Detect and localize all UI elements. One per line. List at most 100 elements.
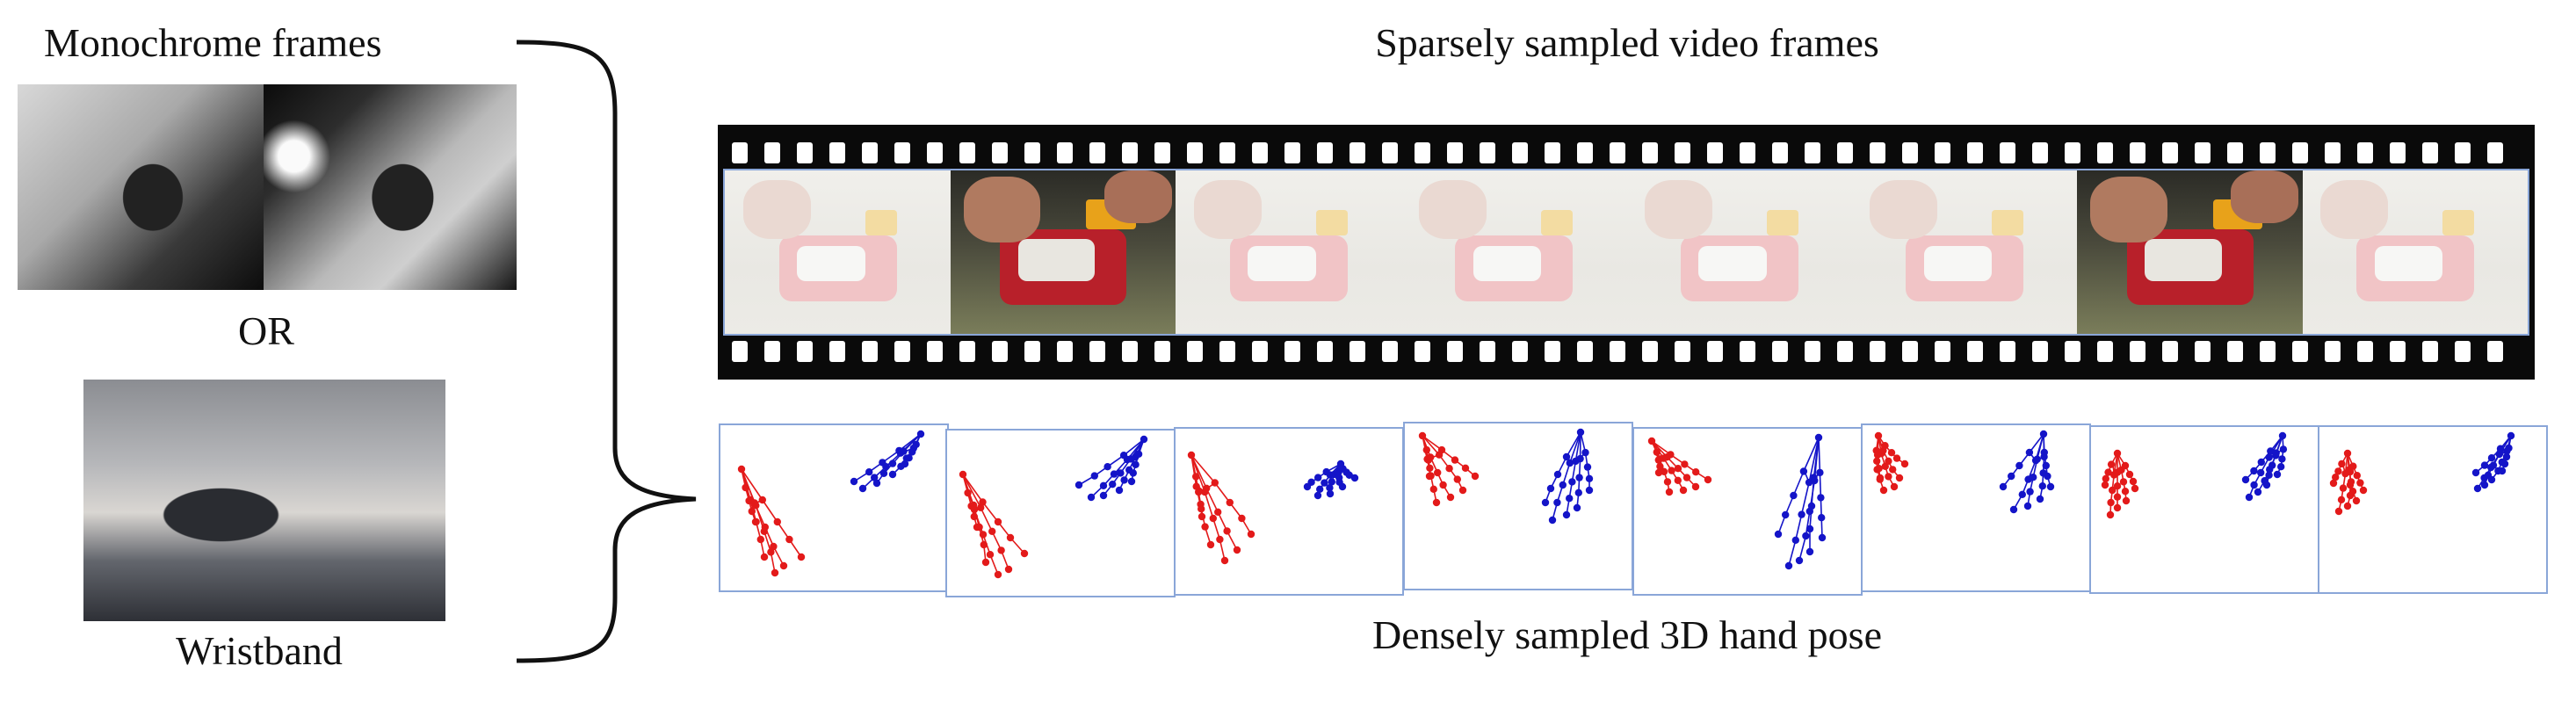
hand-joint <box>1006 533 1015 542</box>
sprocket-hole <box>959 341 975 362</box>
hand-joint <box>1682 474 1691 481</box>
right-hand-skeleton <box>850 430 925 493</box>
sprocket-hole <box>1837 341 1853 362</box>
sprocket-hole <box>1707 341 1723 362</box>
hand-joint <box>1328 478 1335 486</box>
sprocket-hole <box>1447 341 1463 362</box>
sprocket-hole <box>1187 341 1203 362</box>
hand-joint <box>1548 516 1557 525</box>
sparse-title: Sparsely sampled video frames <box>1375 20 1879 65</box>
hand-bone <box>962 474 981 509</box>
hand-joint <box>2262 481 2271 489</box>
sprocket-hole <box>1480 341 1495 362</box>
hand-bone <box>1190 454 1207 489</box>
hand-bone <box>910 444 917 449</box>
hand-bone <box>1574 431 1581 462</box>
hand-joint <box>1451 456 1459 464</box>
hand-joint <box>1900 460 1909 468</box>
hand-joint <box>871 474 879 481</box>
sprocket-hole <box>959 142 975 163</box>
hand-joint <box>1890 482 1899 491</box>
hand-joint <box>2348 488 2357 496</box>
hand-joint <box>773 517 781 526</box>
sprocket-hole <box>2065 142 2080 163</box>
hand-joint <box>1553 498 1561 507</box>
monochrome-frame-right <box>264 84 517 290</box>
sprocket-hole <box>2487 341 2503 362</box>
hand-joint <box>1566 495 1574 503</box>
sprocket-hole <box>2195 142 2211 163</box>
hand-joint <box>1546 484 1555 493</box>
monochrome-frame-left <box>18 84 264 290</box>
hand-bone <box>896 450 901 454</box>
hand-joint <box>1784 561 1793 570</box>
hand-joint <box>1115 486 1124 495</box>
hand-joint <box>2046 482 2055 491</box>
hand-joint <box>1559 481 1567 489</box>
sprocket-hole <box>2227 142 2243 163</box>
sprocket-hole <box>1805 142 1820 163</box>
hand-joint <box>2241 475 2250 484</box>
sprocket-hole <box>1187 142 1203 163</box>
hand-joint <box>2026 488 2034 496</box>
hand-joint <box>2254 488 2262 496</box>
left-hand-skeleton <box>1647 437 1712 496</box>
hand-joint <box>1679 486 1688 495</box>
hand-joint <box>988 527 996 535</box>
hand-joint <box>2338 460 2346 468</box>
hand-bone <box>1205 488 1219 513</box>
hand-joint <box>1434 468 1442 477</box>
hand-joint <box>2480 461 2489 469</box>
hand-joint <box>2101 481 2109 489</box>
hand-joint <box>916 430 925 438</box>
hand-joint <box>2339 484 2348 492</box>
hand-joint <box>1427 472 1435 480</box>
hand-bone <box>1567 456 1571 464</box>
hand-bone <box>974 507 981 510</box>
hand-joint <box>959 470 967 479</box>
pose-panel <box>2089 425 2319 594</box>
hand-joint <box>1885 457 1892 465</box>
sprocket-hole <box>1740 142 1755 163</box>
hand-joint <box>1336 460 1345 468</box>
sprocket-hole <box>1154 142 1170 163</box>
hand-joint <box>2487 454 2496 462</box>
sprocket-hole <box>992 341 1008 362</box>
film-strip <box>718 125 2535 380</box>
hand-bone <box>1814 472 1821 479</box>
sprocket-hole <box>1967 142 1983 163</box>
sprocket-hole <box>2390 142 2406 163</box>
sprocket-hole <box>2455 142 2471 163</box>
hand-joint <box>770 542 778 551</box>
hand-joint <box>2107 498 2115 507</box>
pose-panel <box>1174 427 1404 596</box>
sprocket-hole <box>1317 142 1333 163</box>
hand-pose-skeleton <box>1872 430 2055 514</box>
hand-joint <box>1875 465 1883 473</box>
sprocket-hole <box>1675 142 1690 163</box>
hand-joint <box>1999 482 2008 491</box>
sprocket-hole <box>1837 142 1853 163</box>
sprocket-hole <box>2162 142 2178 163</box>
hand-bone <box>1657 457 1664 460</box>
sprocket-hole <box>1610 142 1625 163</box>
hand-joint <box>1774 530 1783 539</box>
sprocket-hole <box>1480 142 1495 163</box>
hand-joint <box>1892 454 1901 462</box>
sprocket-hole <box>1967 341 1983 362</box>
hand-bone <box>2503 447 2509 452</box>
hand-joint <box>994 517 1002 526</box>
right-hand-skeleton <box>2241 431 2288 502</box>
hand-joint <box>1338 482 1347 491</box>
hand-bone <box>1653 452 1661 460</box>
hand-joint <box>2257 468 2265 477</box>
sprocket-hole <box>2130 341 2145 362</box>
sprocket-hole <box>1545 341 1560 362</box>
hand-joint <box>1573 503 1581 512</box>
pose-panel <box>2318 425 2548 594</box>
hand-pose-skeleton <box>2329 431 2515 516</box>
hand-bone <box>1332 474 1335 476</box>
hand-joint <box>1553 470 1562 479</box>
hand-joint <box>1220 556 1229 565</box>
hand-joint <box>1109 481 1117 489</box>
